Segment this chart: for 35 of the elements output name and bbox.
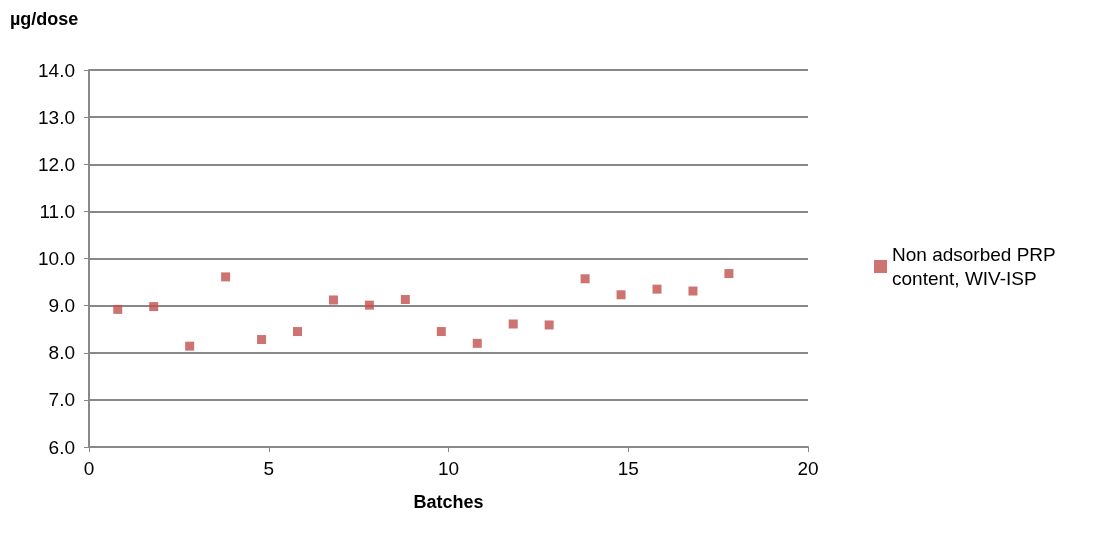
- y-axis-title: µg/dose: [10, 9, 79, 29]
- point: [185, 341, 195, 351]
- point: [616, 290, 626, 300]
- x-tick-label: 15: [617, 458, 639, 479]
- x-tick-label: 20: [797, 458, 819, 479]
- point: [436, 327, 446, 337]
- x-axis-title: Batches: [413, 492, 484, 512]
- x-tick-label: 5: [263, 458, 275, 479]
- y-tick-label: 14.0: [38, 59, 75, 81]
- point: [724, 269, 734, 279]
- point: [293, 327, 303, 337]
- point: [221, 272, 231, 282]
- y-tick-label: 8.0: [48, 342, 75, 364]
- x-tick-label: 10: [437, 458, 460, 479]
- point: [364, 300, 374, 310]
- x-tick-label: 0: [83, 458, 95, 479]
- point: [400, 295, 410, 304]
- y-tick-label: 10.0: [38, 248, 75, 269]
- y-tick-label: 13.0: [38, 106, 75, 128]
- point: [472, 338, 482, 348]
- point: [328, 295, 338, 305]
- point: [652, 284, 662, 294]
- point: [508, 319, 518, 329]
- y-tick-label: 6.0: [48, 436, 75, 458]
- point: [149, 302, 159, 312]
- legend-label: Non adsorbed PRP content, WIV-ISP: [892, 244, 1061, 289]
- point: [257, 335, 267, 345]
- y-tick-label: 12.0: [38, 153, 75, 175]
- point: [580, 274, 590, 284]
- point: [113, 304, 123, 314]
- point: [688, 286, 698, 296]
- point: [544, 320, 554, 330]
- y-tick-label: 9.0: [48, 295, 75, 317]
- y-tick-label: 7.0: [48, 389, 75, 411]
- y-tick-label: 11.0: [39, 200, 75, 222]
